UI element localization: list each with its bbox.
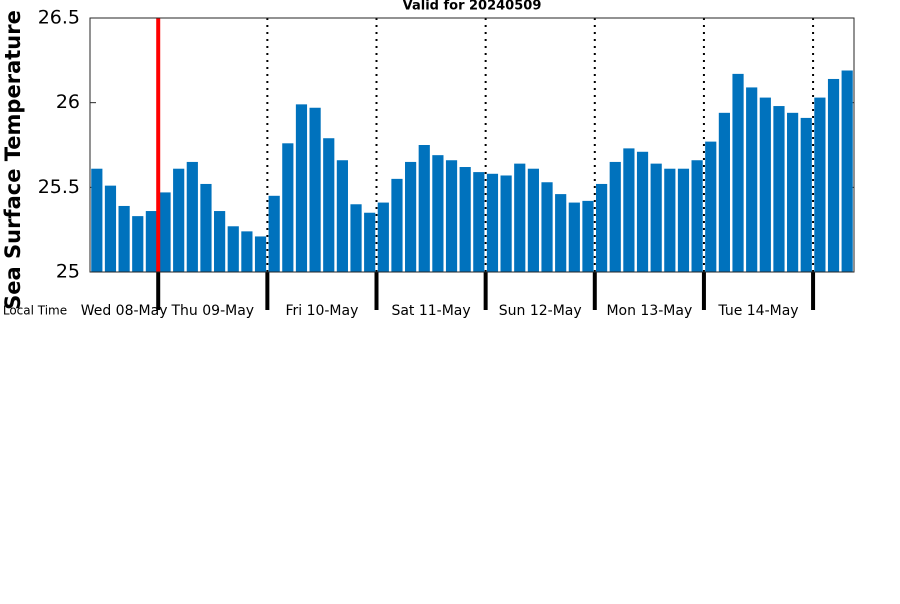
bar [391,178,403,272]
bar [418,145,430,272]
bar [787,112,799,273]
bar [295,104,308,272]
bar [800,117,812,272]
bar [350,204,362,272]
bar [541,182,553,272]
x-axis-label: Local Time [3,304,67,318]
bar [486,173,499,272]
bar [718,112,730,273]
bar [91,168,103,272]
plot-frame [89,17,855,273]
bar [746,87,758,272]
y-axis-label: Sea Surface Temperature [1,10,25,310]
bar [159,192,171,272]
bar [200,183,212,272]
y-tick-label: 25.5 [38,176,80,198]
bar [827,78,840,273]
bar [473,172,485,272]
bar [500,175,512,272]
x-group-label: Sat 11-May [391,303,470,319]
bar [145,211,157,272]
x-group-label: Wed 08-May [81,303,168,319]
bar [691,160,703,272]
bar [677,168,690,272]
bar [568,202,580,272]
bar [514,163,526,272]
y-tick-label: 25 [56,261,80,283]
bar [732,73,744,272]
bar [309,107,321,272]
bar [227,226,239,272]
bar [664,168,676,272]
chart-title: Valid for 20240509 [403,0,542,14]
bar [214,211,226,272]
bar [814,97,826,272]
bar [405,161,417,272]
x-group-label: Tue 14-May [717,303,798,319]
bar [186,161,198,272]
bar [254,236,267,272]
bar [104,185,117,272]
bar [623,148,635,272]
bar [364,212,376,272]
x-group-label: Sun 12-May [499,303,582,319]
bar [609,161,621,272]
bar [268,195,280,272]
bar [323,138,335,272]
bar [173,168,185,272]
bar [241,231,253,272]
x-group-label: Mon 13-May [606,303,692,319]
bar [759,97,771,272]
bar [636,151,649,272]
x-group-label: Thu 09-May [171,303,255,319]
bar [841,70,853,272]
bar [582,200,594,272]
bar [445,160,458,272]
bar [596,183,608,272]
bar [527,168,539,272]
x-group-label: Fri 10-May [285,303,358,319]
bar [282,143,294,272]
bar [459,167,471,272]
bar [336,160,348,272]
y-tick-label: 26 [56,91,80,113]
bar [118,205,130,272]
bar [377,202,389,272]
bar [650,163,662,272]
bar [705,141,717,272]
y-tick-label: 26.5 [38,7,80,29]
bar [555,194,567,272]
bar [773,106,785,272]
bar [132,216,144,272]
bar [432,155,444,272]
